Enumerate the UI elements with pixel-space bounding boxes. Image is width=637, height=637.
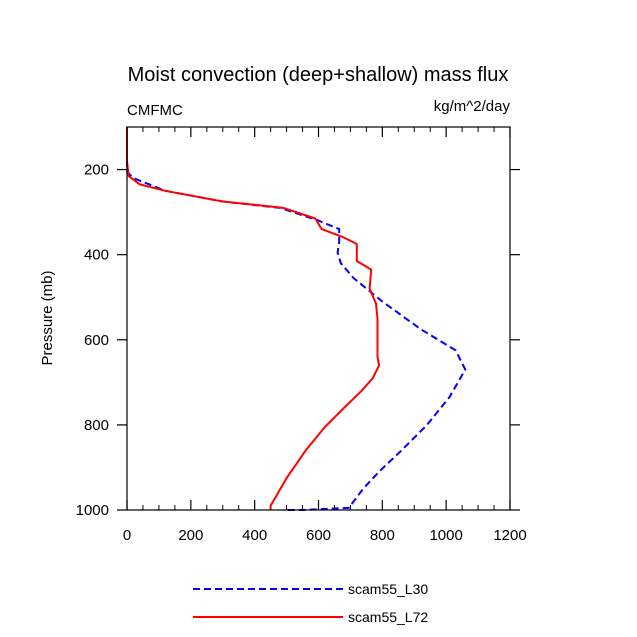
x-tick-label: 400 <box>242 527 267 544</box>
x-tick-label: 1200 <box>493 527 526 544</box>
y-tick-label: 600 <box>84 332 109 349</box>
y-axis-title: Pressure (mb) <box>39 270 56 365</box>
y-tick-label: 800 <box>84 417 109 434</box>
x-tick-label: 0 <box>123 527 131 544</box>
series-line-1 <box>126 127 467 511</box>
units-label: kg/m^2/day <box>434 98 511 115</box>
legend: scam55_L30 scam55_L72 <box>193 581 428 625</box>
legend-label-1: scam55_L30 <box>348 581 428 597</box>
axis-ticks: 0 200 400 600 800 1000 1200 200 400 600 800 1000 <box>76 127 527 544</box>
x-tick-label: 600 <box>306 527 331 544</box>
x-tick-label: 200 <box>178 527 203 544</box>
x-tick-label: 1000 <box>429 527 462 544</box>
chart-title: Moist convection (deep+shallow) mass flu… <box>128 64 509 86</box>
y-tick-label: 400 <box>84 247 109 264</box>
left-string: CMFMC <box>127 102 183 119</box>
series-line-2 <box>126 127 381 510</box>
y-tick-label: 1000 <box>76 502 109 519</box>
plot-frame <box>126 126 511 511</box>
y-tick-label: 200 <box>84 162 109 179</box>
x-tick-label: 800 <box>370 527 395 544</box>
plot-lines <box>126 127 467 511</box>
legend-label-2: scam55_L72 <box>348 609 428 625</box>
